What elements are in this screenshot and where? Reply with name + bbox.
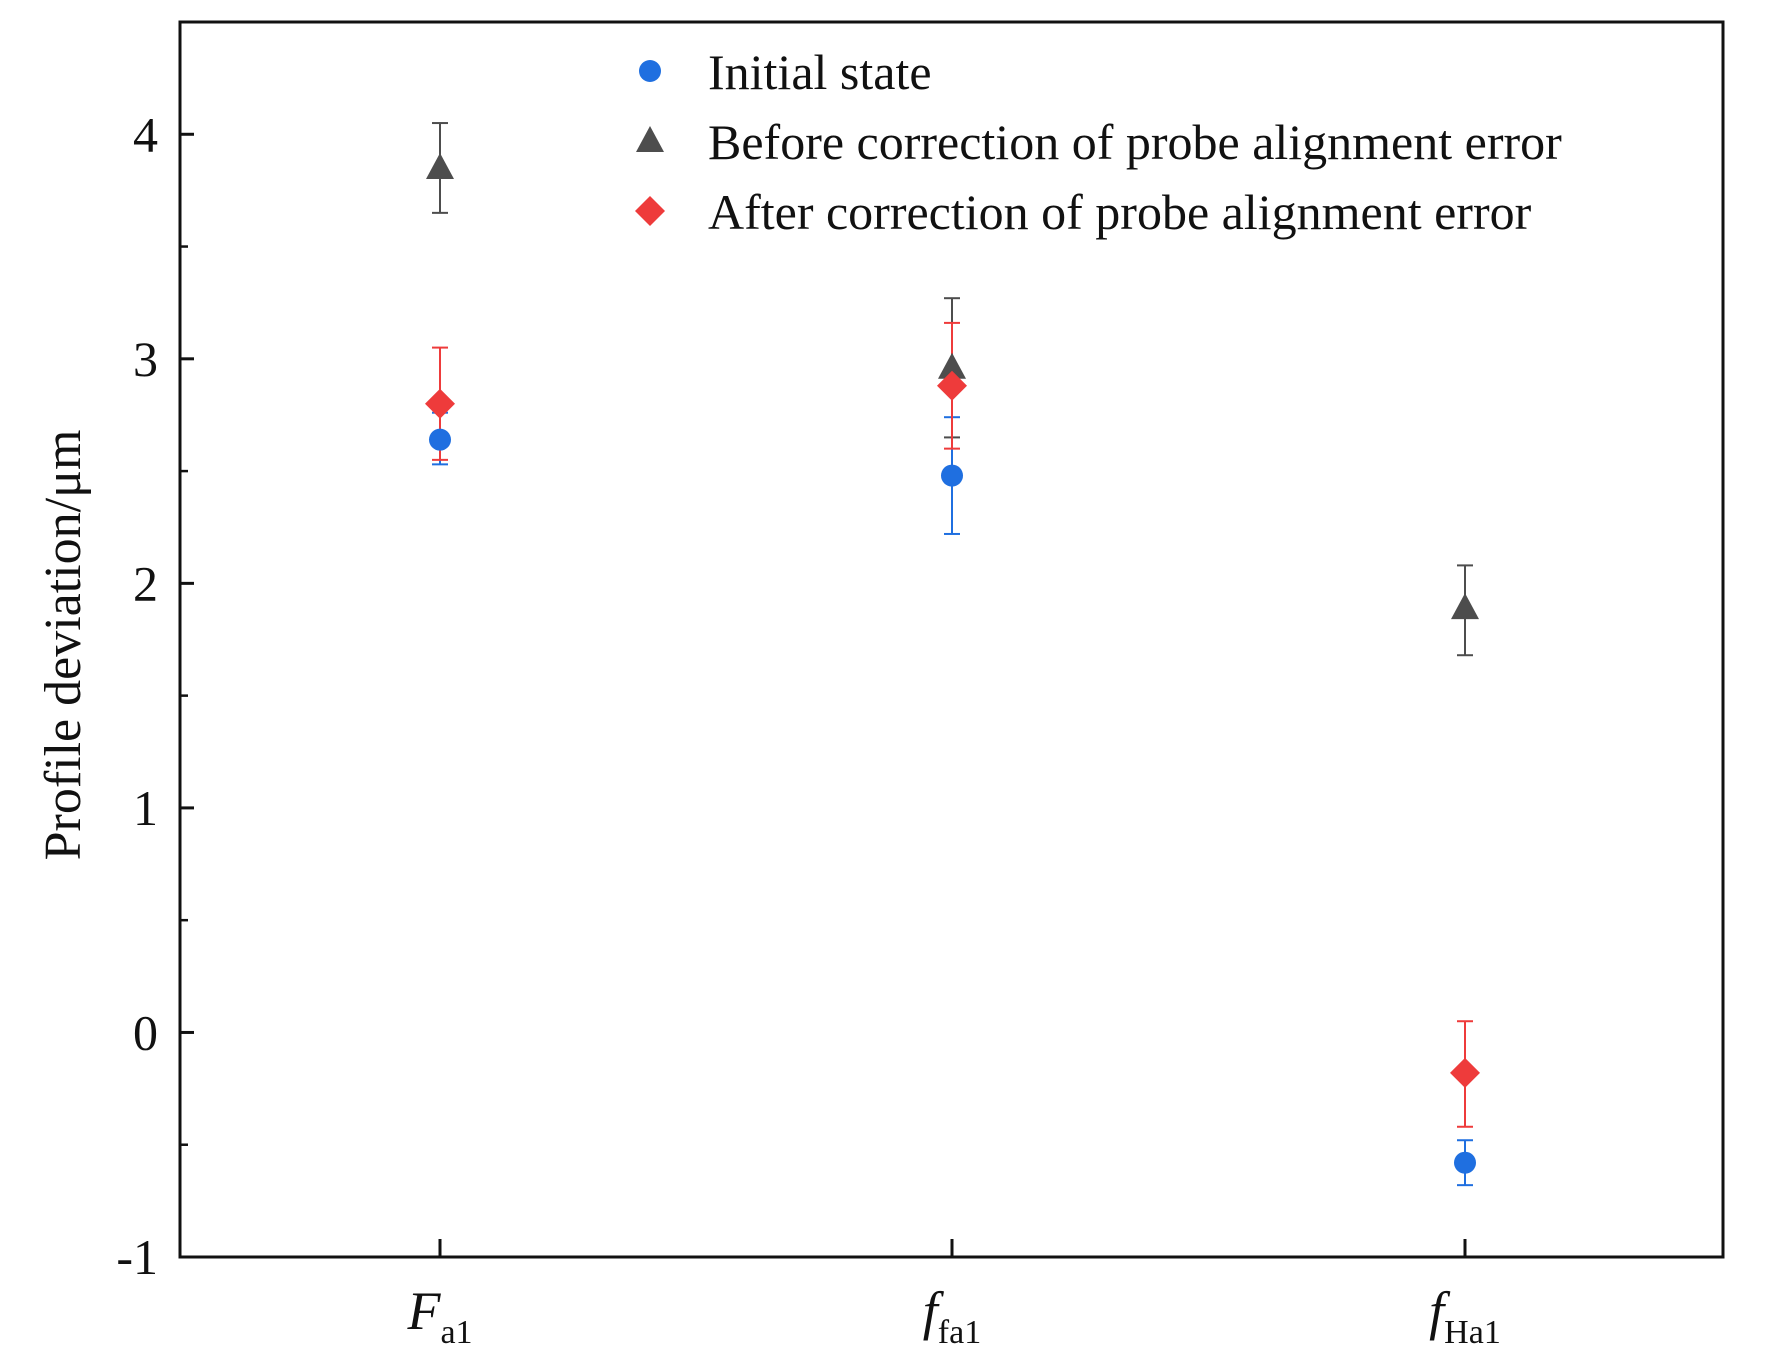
legend-label: After correction of probe alignment erro… [708, 184, 1532, 240]
x-category-label: ffa1 [923, 1281, 981, 1345]
series-diamond [432, 321, 1473, 1128]
legend-marker-triangle [636, 126, 664, 152]
x-category-subscript: Ha1 [1444, 1314, 1501, 1345]
legend-label: Initial state [708, 44, 932, 100]
data-point-circle [1454, 1151, 1476, 1174]
data-point-triangle [426, 152, 454, 179]
y-tick-label: -1 [116, 1229, 158, 1285]
y-tick-label: 2 [133, 555, 158, 611]
x-category-subscript: fa1 [938, 1314, 981, 1345]
series-points-diamond [425, 370, 1480, 1088]
series-circle [432, 411, 1473, 1187]
y-axis-title: Profile deviation/μm [35, 430, 92, 861]
data-point-triangle [1451, 593, 1479, 620]
x-category-label: Fa1 [406, 1281, 472, 1345]
y-tick-label: 0 [133, 1004, 158, 1060]
x-category-subscript: a1 [440, 1314, 472, 1345]
series-points-triangle [426, 152, 1479, 620]
legend-marker-circle [639, 60, 661, 82]
x-axis: Fa1 ffa1 fHa1 [406, 1239, 1501, 1345]
data-point-triangle [938, 352, 966, 379]
data-point-diamond [937, 370, 967, 401]
x-category-main: F [406, 1281, 441, 1341]
data-point-circle [941, 464, 963, 487]
series-layer [425, 122, 1480, 1187]
legend: Initial state Before correction of probe … [635, 44, 1562, 240]
data-point-diamond [425, 388, 455, 419]
series-points-circle [429, 428, 1476, 1174]
y-tick-label: 1 [133, 780, 158, 836]
legend-marker-diamond [635, 196, 665, 226]
data-point-diamond [1450, 1057, 1480, 1088]
legend-label: Before correction of probe alignment err… [708, 114, 1562, 170]
x-category-label: fHa1 [1429, 1281, 1501, 1345]
y-axis: -1 0 1 2 3 4 [116, 106, 194, 1285]
y-tick-label: 4 [133, 106, 158, 162]
data-point-circle [429, 428, 451, 451]
y-tick-label: 3 [133, 331, 158, 387]
